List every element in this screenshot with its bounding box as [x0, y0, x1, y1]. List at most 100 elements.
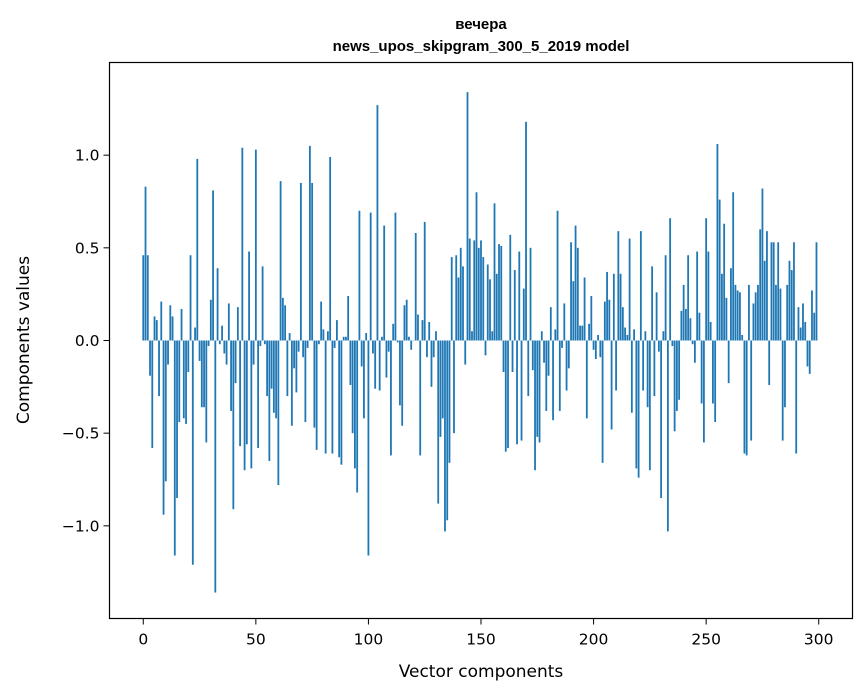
bar-289	[793, 242, 795, 341]
bar-97	[360, 340, 363, 367]
bar-201	[594, 340, 597, 360]
bar-53	[261, 266, 264, 341]
bar-282	[777, 242, 780, 341]
bar-138	[453, 340, 455, 434]
bar-277	[766, 231, 768, 341]
bar-153	[486, 264, 489, 341]
bar-89	[342, 336, 345, 341]
bar-71	[302, 340, 305, 358]
bar-227	[653, 340, 656, 397]
bar-11	[167, 340, 169, 365]
bar-81	[324, 340, 327, 454]
bar-257	[721, 273, 723, 341]
bar-26	[200, 340, 203, 408]
bar-207	[608, 299, 611, 341]
bar-232	[664, 255, 667, 341]
bar-206	[606, 271, 608, 341]
bar-255	[716, 144, 719, 341]
bar-151	[482, 257, 485, 341]
bar-215	[626, 334, 629, 341]
bar-133	[441, 340, 444, 419]
bar-292	[799, 327, 802, 341]
bar-295	[806, 340, 809, 367]
bar-291	[797, 307, 800, 341]
bar-219	[635, 340, 638, 469]
bar-230	[660, 340, 663, 499]
bar-1	[144, 186, 147, 341]
bar-147	[473, 240, 476, 341]
bar-118	[408, 336, 410, 341]
bar-264	[736, 290, 739, 341]
bar-241	[684, 308, 687, 341]
bar-279	[770, 242, 773, 341]
bar-274	[759, 229, 762, 341]
bar-288	[790, 270, 793, 341]
bar-110	[390, 340, 392, 456]
bar-23	[194, 327, 196, 341]
bar-82	[327, 331, 329, 341]
bar-108	[385, 340, 388, 378]
bar-220	[637, 340, 640, 478]
bar-287	[788, 260, 791, 341]
bar-177	[540, 331, 543, 341]
bar-14	[173, 340, 176, 556]
bar-251	[707, 251, 710, 341]
bar-178	[543, 340, 545, 363]
bar-74	[308, 145, 311, 341]
bar-58	[272, 340, 275, 413]
bar-164	[511, 340, 514, 373]
bar-146	[471, 331, 473, 341]
bar-114	[399, 340, 401, 406]
y-axis: −1.0 −0.5 0.0 0.5 1.0	[62, 147, 110, 535]
bar-253	[712, 340, 714, 404]
bar-30	[209, 299, 212, 341]
x-tick-label: 300	[804, 631, 834, 649]
bar-168	[520, 340, 523, 441]
bar-265	[739, 292, 741, 341]
bar-299	[815, 242, 818, 341]
bar-70	[299, 182, 302, 341]
bar-92	[349, 340, 352, 385]
bar-158	[498, 244, 500, 341]
x-axis-label: Vector components	[399, 662, 564, 682]
x-axis: 0 50 100 150 200 250 300	[138, 618, 834, 649]
bar-68	[295, 340, 298, 393]
bar-143	[464, 340, 467, 365]
bar-231	[662, 331, 665, 341]
bar-27	[203, 340, 205, 408]
bar-214	[624, 327, 626, 341]
bar-107	[383, 225, 386, 341]
chart-subtitle: news_upos_skipgram_300_5_2019 model	[333, 38, 630, 55]
bar-10	[164, 340, 167, 482]
bar-162	[507, 340, 509, 448]
bar-13	[171, 316, 174, 341]
bar-250	[705, 218, 708, 341]
x-tick-label: 100	[354, 631, 384, 649]
bar-96	[358, 210, 361, 341]
bar-65	[288, 333, 291, 341]
bar-235	[671, 340, 674, 347]
bar-199	[590, 296, 593, 341]
bar-42	[236, 307, 239, 341]
bar-172	[529, 247, 532, 341]
bar-22	[191, 340, 194, 565]
bar-284	[781, 340, 784, 441]
bar-7	[158, 340, 160, 397]
bar-183	[554, 329, 557, 341]
bar-156	[493, 203, 496, 341]
y-tick-label: 1.0	[75, 147, 100, 165]
bar-195	[581, 325, 584, 341]
bar-109	[387, 340, 390, 352]
bar-189	[567, 340, 570, 369]
bar-79	[320, 301, 323, 341]
bar-217	[630, 340, 633, 413]
bar-127	[428, 321, 431, 341]
bar-294	[804, 321, 807, 341]
bar-229	[657, 340, 660, 352]
bar-40	[232, 340, 235, 510]
bar-131	[437, 340, 440, 504]
bar-102	[372, 340, 374, 354]
bar-161	[504, 340, 507, 452]
bar-124	[421, 320, 424, 341]
